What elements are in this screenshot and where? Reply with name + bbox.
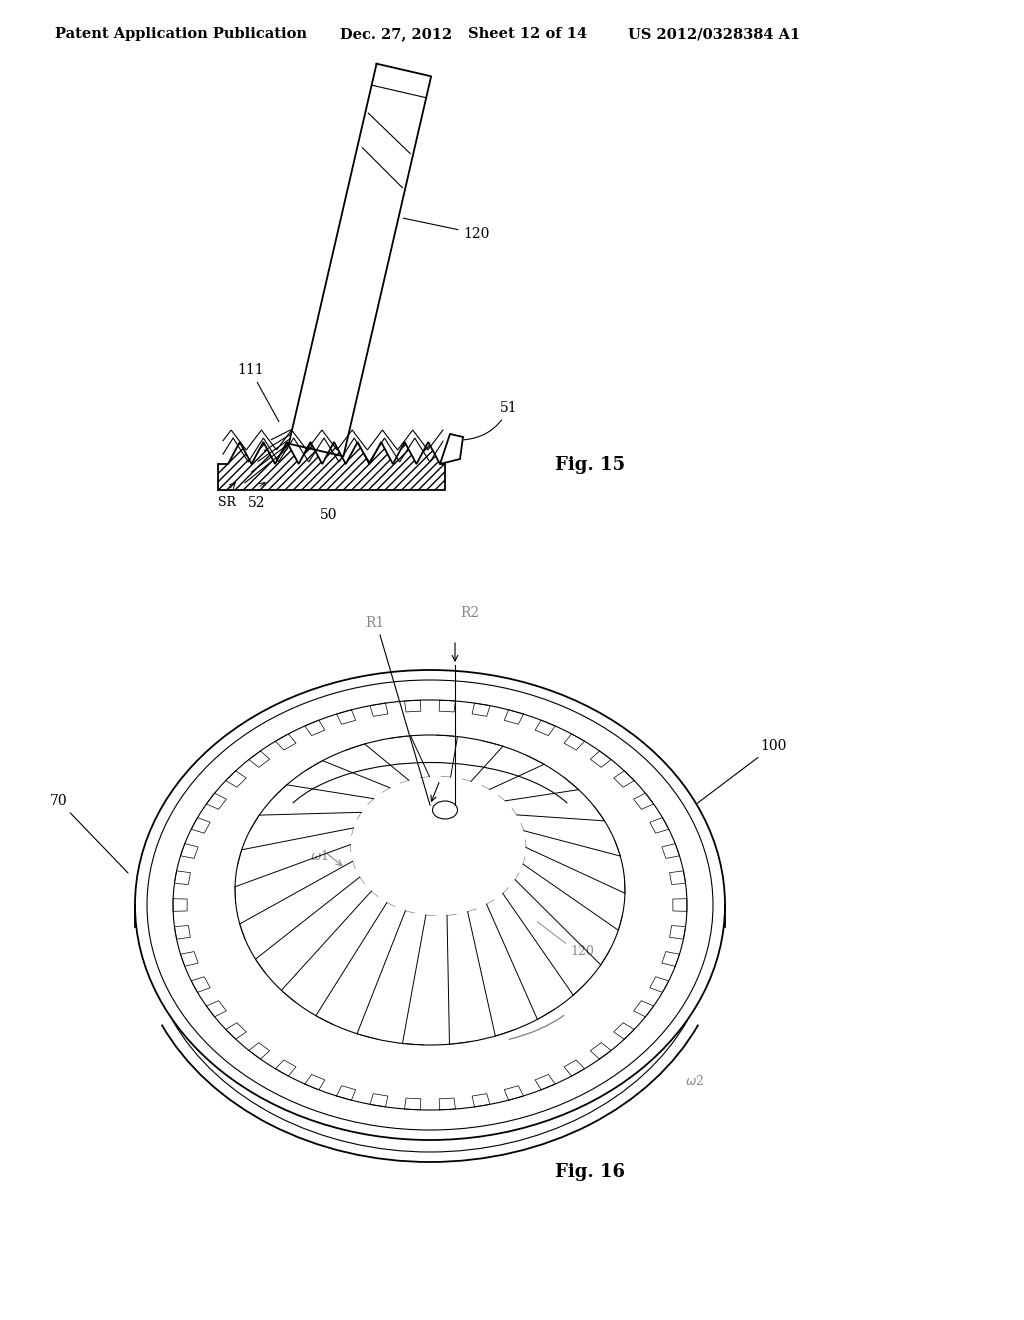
Text: 50: 50 [319,508,338,521]
Text: Dec. 27, 2012: Dec. 27, 2012 [340,26,453,41]
Text: 111: 111 [238,363,279,421]
Text: US 2012/0328384 A1: US 2012/0328384 A1 [628,26,800,41]
Polygon shape [440,434,463,465]
Text: Patent Application Publication: Patent Application Publication [55,26,307,41]
Text: Fig. 15: Fig. 15 [555,455,625,474]
Text: R1: R1 [365,616,384,630]
Text: Fig. 16: Fig. 16 [555,1163,625,1181]
Polygon shape [218,442,445,490]
Text: 51: 51 [464,401,517,440]
Text: 120: 120 [403,218,489,240]
Text: Sheet 12 of 14: Sheet 12 of 14 [468,26,587,41]
Text: 70: 70 [50,795,128,873]
Text: 52: 52 [248,496,265,510]
Text: $\omega$1: $\omega$1 [310,849,329,863]
Text: R2: R2 [460,606,479,620]
Text: 120: 120 [570,945,594,958]
Text: $\omega$2: $\omega$2 [685,1074,705,1088]
Text: SR: SR [218,496,236,510]
Text: 100: 100 [697,739,786,804]
